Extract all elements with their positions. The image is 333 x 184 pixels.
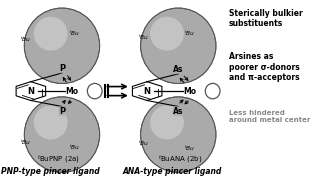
Text: N: N — [27, 87, 34, 96]
Text: $^t$Bu: $^t$Bu — [184, 29, 195, 38]
Text: P: P — [59, 107, 65, 116]
Text: Mo: Mo — [65, 87, 78, 96]
Text: $^t$Bu: $^t$Bu — [70, 143, 81, 152]
Text: $^{t}$BuPNP (2a): $^{t}$BuPNP (2a) — [37, 153, 80, 165]
Ellipse shape — [24, 8, 100, 84]
Text: $^t$Bu: $^t$Bu — [184, 144, 195, 153]
Text: Sterically bulkier
substituents: Sterically bulkier substituents — [229, 9, 303, 28]
Text: ANA-type pincer ligand: ANA-type pincer ligand — [123, 167, 222, 176]
Ellipse shape — [34, 106, 68, 139]
Text: N: N — [144, 87, 151, 96]
Ellipse shape — [150, 106, 184, 139]
Text: As: As — [173, 107, 183, 116]
Text: $^t$Bu: $^t$Bu — [138, 33, 150, 42]
Text: Arsines as
poorer σ-donors
and π-acceptors: Arsines as poorer σ-donors and π-accepto… — [229, 52, 300, 82]
Text: As: As — [173, 65, 183, 74]
Text: $^t$Bu: $^t$Bu — [70, 30, 81, 38]
Ellipse shape — [205, 83, 220, 99]
Text: PNP-type pincer ligand: PNP-type pincer ligand — [1, 167, 100, 176]
Text: $^t$Bu: $^t$Bu — [138, 139, 150, 148]
Ellipse shape — [24, 97, 100, 172]
Text: Less hindered
around metal center: Less hindered around metal center — [229, 110, 310, 123]
Ellipse shape — [87, 83, 102, 99]
Text: $^{t}$BuANA (2b): $^{t}$BuANA (2b) — [158, 153, 202, 165]
Text: $^t$Bu: $^t$Bu — [20, 138, 32, 147]
Text: P: P — [59, 64, 65, 73]
Ellipse shape — [34, 17, 68, 51]
Text: $^t$Bu: $^t$Bu — [20, 35, 32, 44]
Text: Mo: Mo — [183, 87, 196, 96]
Ellipse shape — [150, 17, 184, 51]
Ellipse shape — [141, 8, 216, 84]
Ellipse shape — [141, 97, 216, 172]
